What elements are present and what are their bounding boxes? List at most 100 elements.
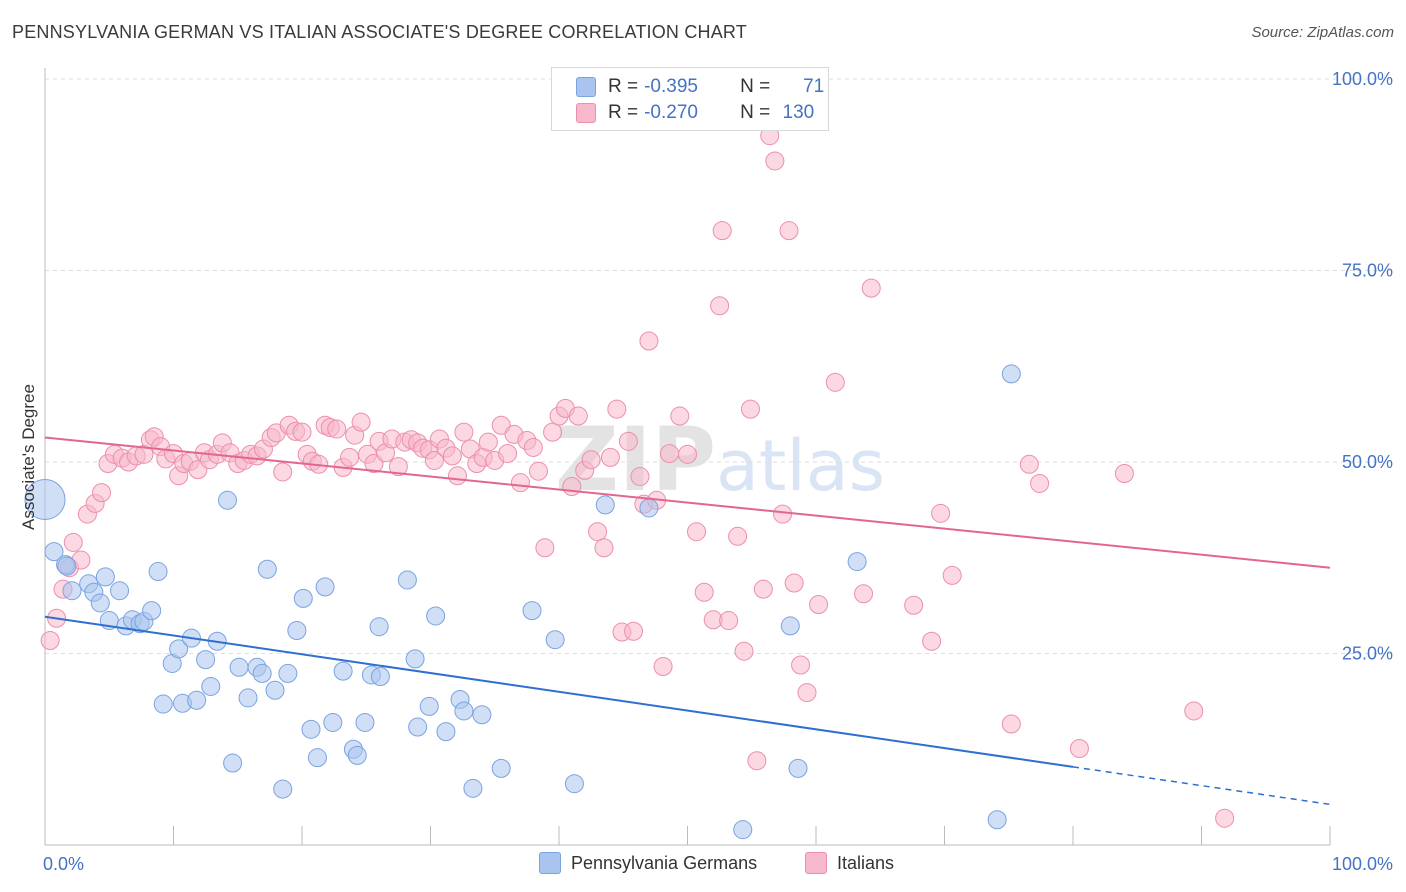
pennsylvania-germans-point (347, 745, 367, 765)
italians-point (454, 422, 474, 442)
pennsylvania-germans-point (238, 688, 258, 708)
italians-point (498, 444, 518, 464)
pennsylvania-germans-point (987, 810, 1007, 830)
pennsylvania-germans-point (315, 577, 335, 597)
pennsylvania-germans-point (426, 606, 446, 626)
pennsylvania-germans-point (355, 712, 375, 732)
pennsylvania-germans-point (95, 567, 115, 587)
italians-point (618, 431, 638, 451)
italians-point (1030, 473, 1050, 493)
italians-point (719, 611, 739, 631)
y-tick-label: 50.0% (1342, 452, 1393, 472)
pennsylvania-germans-point (780, 616, 800, 636)
pennsylvania-germans-point (62, 581, 82, 601)
pennsylvania-germans-point (229, 657, 249, 677)
y-tick-label: 75.0% (1342, 261, 1393, 281)
italians-point (825, 372, 845, 392)
n-label: N = (740, 102, 771, 123)
pennsylvania-germans-point (419, 696, 439, 716)
italians-point (442, 446, 462, 466)
italians-point (653, 657, 673, 677)
blue-swatch (576, 77, 596, 97)
italians-point (734, 641, 754, 661)
pennsylvania-germans-point (454, 701, 474, 721)
italians-point (1001, 714, 1021, 734)
pennsylvania-germans-point (307, 748, 327, 768)
italians-trend-line (44, 436, 1331, 569)
italians-point (424, 450, 444, 470)
pennsylvania-germans-trend-extension (1072, 766, 1331, 806)
pennsylvania-germans-point (1001, 364, 1021, 384)
pennsylvania-germans-point (57, 556, 77, 576)
pink-swatch (576, 103, 596, 123)
pennsylvania-germans-point (187, 690, 207, 710)
italians-point (670, 406, 690, 426)
italians-point (784, 573, 804, 593)
pennsylvania-germans-point (142, 601, 162, 621)
italians-point (809, 594, 829, 614)
italians-point (478, 432, 498, 452)
italians-point (1069, 738, 1089, 758)
italians-point (765, 151, 785, 171)
italians-point (562, 477, 582, 497)
italians-point (854, 584, 874, 604)
italians-point (639, 331, 659, 351)
italians-point (92, 483, 112, 503)
axes (44, 68, 1331, 846)
y-axis-title: Associate's Degree (19, 384, 38, 530)
italians-point (712, 221, 732, 241)
pennsylvania-germans-point (323, 712, 343, 732)
italians-point (1184, 701, 1204, 721)
y-tick-label: 100.0% (1332, 69, 1393, 89)
pennsylvania-germans-point (196, 650, 216, 670)
italians-point (568, 406, 588, 426)
italians-point (510, 473, 530, 493)
pennsylvania-germans-point (169, 639, 189, 659)
blue-legend-swatch (539, 852, 561, 874)
x-tick-label-max: 100.0% (1332, 854, 1393, 874)
r-label: R = (608, 102, 639, 123)
chart-title: PENNSYLVANIA GERMAN VS ITALIAN ASSOCIATE… (12, 22, 747, 42)
pennsylvania-germans-point (287, 621, 307, 641)
pennsylvania-germans-point (110, 581, 130, 601)
pennsylvania-germans-point (201, 676, 221, 696)
italians-point (779, 221, 799, 241)
pennsylvania-germans-point (522, 601, 542, 621)
legend-row-pennsylvania-germans: R = -0.395 N = 71 (576, 75, 824, 99)
italians-point (686, 522, 706, 542)
italians-point (351, 412, 371, 432)
pennsylvania-germans-point (252, 663, 272, 683)
italians-point (861, 278, 881, 298)
pennsylvania-germans-point (788, 758, 808, 778)
italians-point (1019, 454, 1039, 474)
pennsylvania-germans-trend-line (44, 615, 1074, 768)
italians-point (773, 504, 793, 524)
italians-point (694, 582, 714, 602)
italians-point (523, 437, 543, 457)
pennsylvania-germans-point (257, 559, 277, 579)
italians-points (40, 126, 1235, 828)
pennsylvania-germans-point (217, 490, 237, 510)
italians-point (660, 444, 680, 464)
pennsylvania-germans-point (333, 661, 353, 681)
italians-point (588, 522, 608, 542)
pennsylvania-germans-point (369, 617, 389, 637)
italians-point (710, 296, 730, 316)
pennsylvania-germans-point (564, 774, 584, 794)
italians-point (63, 532, 83, 552)
trend-lines (44, 436, 1331, 806)
pennsylvania-germans-point (148, 562, 168, 582)
y-tick-label: 25.0% (1342, 644, 1393, 664)
italians-point (791, 655, 811, 675)
n-label: N = (740, 76, 771, 97)
pennsylvania-germans-point (153, 694, 173, 714)
pennsylvania-germans-point (24, 479, 66, 521)
pennsylvania-germans-point (545, 630, 565, 650)
italians-point (607, 399, 627, 419)
n-value: 130 (782, 102, 815, 123)
italians-point (581, 450, 601, 470)
pennsylvania-germans-point (293, 588, 313, 608)
italians-point (740, 399, 760, 419)
italians-point (491, 415, 511, 435)
pennsylvania-germans-point (408, 717, 428, 737)
